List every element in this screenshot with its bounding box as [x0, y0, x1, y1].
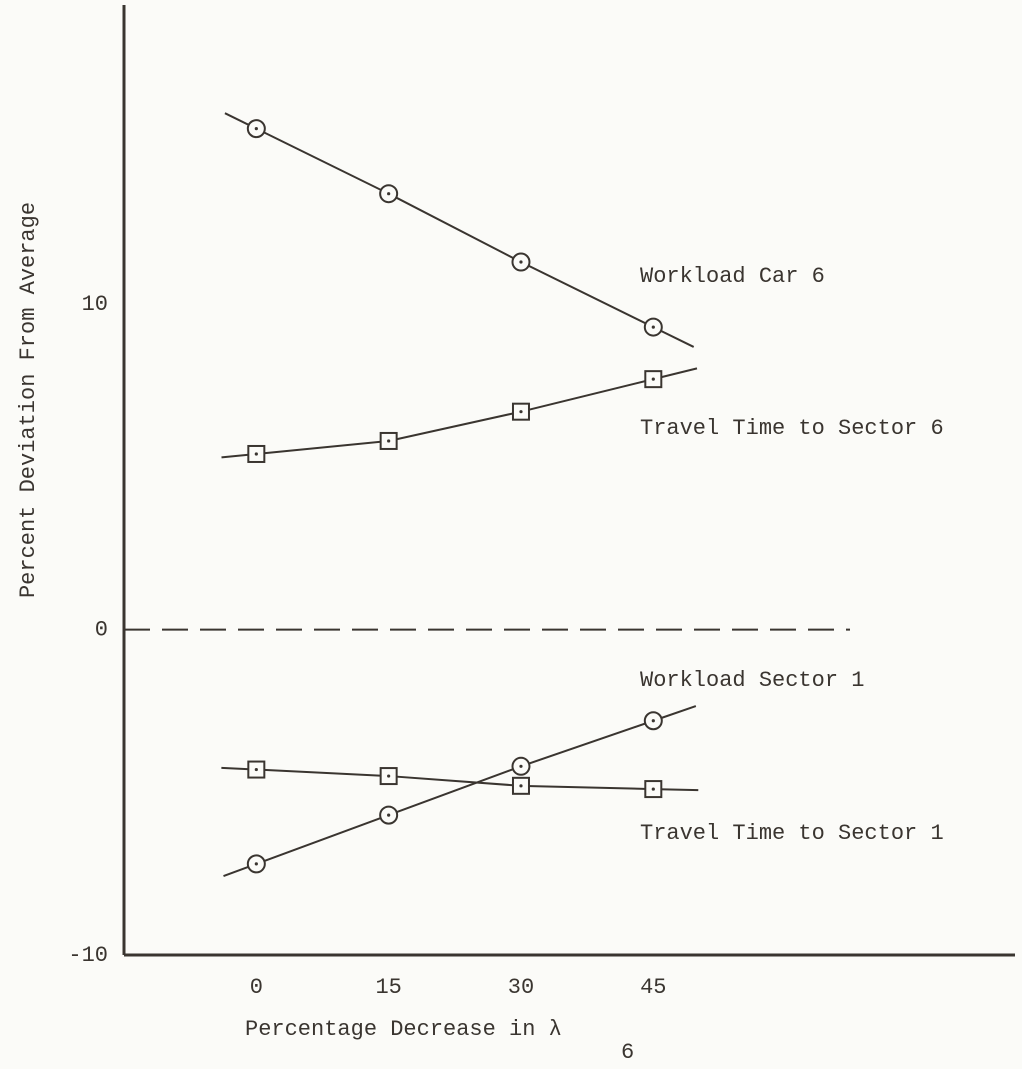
- marker-dot: [387, 774, 391, 778]
- series-label: Workload Car 6: [640, 264, 825, 289]
- marker-dot: [651, 325, 655, 329]
- marker-dot: [387, 192, 391, 196]
- x-tick-label: 45: [640, 975, 666, 1000]
- marker-dot: [254, 767, 258, 772]
- x-axis-label-subscript: 6: [621, 1040, 634, 1065]
- marker-dot: [519, 764, 523, 768]
- marker-dot: [254, 452, 258, 456]
- marker-dot: [651, 787, 655, 791]
- series-line: [255, 127, 654, 328]
- x-tick-label: 30: [508, 975, 534, 1000]
- marker-dot: [519, 260, 523, 264]
- marker-dot: [387, 813, 391, 817]
- series-line: [256, 768, 654, 791]
- y-tick-label: 0: [95, 617, 108, 642]
- series-label: Travel Time to Sector 1: [640, 821, 944, 846]
- series-label: Travel Time to Sector 6: [640, 416, 944, 441]
- marker-dot: [387, 439, 391, 443]
- series-line: [256, 378, 654, 455]
- x-tick-label: 15: [375, 975, 401, 1000]
- y-axis-label: Percent Deviation From Average: [16, 202, 41, 598]
- marker-dot: [519, 784, 523, 788]
- series-line: [255, 719, 654, 865]
- marker-dot: [254, 127, 258, 131]
- y-tick-label: -10: [68, 943, 108, 968]
- series-label: Workload Sector 1: [640, 668, 864, 693]
- y-tick-label: 10: [82, 292, 108, 317]
- x-axis-label: Percentage Decrease in λ: [245, 1017, 562, 1042]
- x-tick-label: 0: [250, 975, 263, 1000]
- marker-dot: [519, 410, 523, 414]
- marker-dot: [651, 719, 655, 723]
- marker-dot: [254, 862, 258, 866]
- marker-dot: [651, 377, 655, 381]
